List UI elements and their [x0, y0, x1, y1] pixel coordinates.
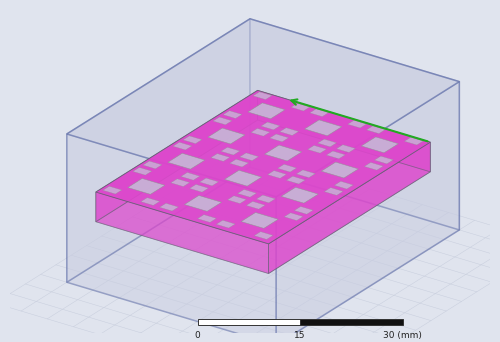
Polygon shape [238, 189, 256, 197]
Bar [300, 319, 402, 325]
Polygon shape [280, 128, 298, 135]
Polygon shape [264, 145, 302, 161]
Polygon shape [240, 153, 258, 161]
Bar [198, 319, 300, 325]
Polygon shape [216, 220, 235, 228]
Polygon shape [228, 196, 246, 203]
Polygon shape [171, 179, 190, 186]
Polygon shape [230, 159, 248, 167]
Polygon shape [248, 103, 285, 119]
Polygon shape [268, 171, 286, 179]
Text: 15: 15 [294, 331, 306, 340]
Polygon shape [278, 164, 296, 172]
Polygon shape [322, 162, 358, 178]
Polygon shape [404, 137, 423, 145]
Polygon shape [103, 186, 122, 194]
Polygon shape [348, 120, 366, 128]
Polygon shape [128, 179, 165, 194]
Polygon shape [336, 145, 355, 153]
Polygon shape [221, 147, 240, 155]
Polygon shape [270, 134, 288, 142]
Polygon shape [246, 201, 265, 209]
Polygon shape [362, 137, 399, 153]
Polygon shape [284, 213, 303, 221]
Polygon shape [286, 176, 305, 184]
Polygon shape [304, 120, 342, 136]
Polygon shape [96, 90, 430, 244]
Polygon shape [334, 181, 353, 189]
Polygon shape [326, 151, 345, 159]
Polygon shape [133, 167, 152, 175]
Polygon shape [183, 136, 202, 144]
Polygon shape [67, 167, 460, 342]
Polygon shape [223, 111, 242, 118]
Polygon shape [173, 142, 192, 150]
Polygon shape [276, 82, 460, 342]
Polygon shape [200, 178, 218, 186]
Polygon shape [168, 153, 205, 169]
Polygon shape [184, 196, 222, 211]
Polygon shape [67, 19, 250, 282]
Polygon shape [224, 170, 262, 186]
Polygon shape [241, 212, 278, 228]
Polygon shape [268, 142, 430, 274]
Polygon shape [308, 145, 326, 153]
Polygon shape [261, 122, 280, 130]
Polygon shape [213, 117, 232, 125]
Polygon shape [67, 19, 460, 197]
Text: 30 (mm): 30 (mm) [383, 331, 422, 340]
Polygon shape [96, 90, 258, 222]
Polygon shape [253, 92, 272, 100]
Polygon shape [208, 128, 245, 144]
Polygon shape [281, 187, 318, 203]
Polygon shape [366, 126, 386, 134]
Polygon shape [96, 192, 268, 274]
Polygon shape [211, 154, 230, 161]
Polygon shape [141, 198, 160, 206]
Polygon shape [296, 170, 316, 177]
Polygon shape [258, 90, 430, 172]
Polygon shape [251, 128, 270, 136]
Polygon shape [291, 103, 310, 111]
Polygon shape [67, 134, 276, 342]
Polygon shape [181, 172, 200, 180]
Polygon shape [190, 184, 208, 192]
Polygon shape [310, 109, 328, 117]
Polygon shape [294, 207, 313, 214]
Text: 0: 0 [195, 331, 200, 340]
Polygon shape [256, 195, 275, 203]
Polygon shape [364, 162, 383, 170]
Polygon shape [198, 215, 216, 222]
Polygon shape [324, 188, 343, 195]
Polygon shape [96, 120, 430, 274]
Polygon shape [160, 203, 178, 211]
Polygon shape [318, 139, 336, 147]
Polygon shape [374, 156, 394, 164]
Polygon shape [254, 232, 273, 239]
Polygon shape [143, 161, 162, 169]
Polygon shape [250, 19, 460, 230]
